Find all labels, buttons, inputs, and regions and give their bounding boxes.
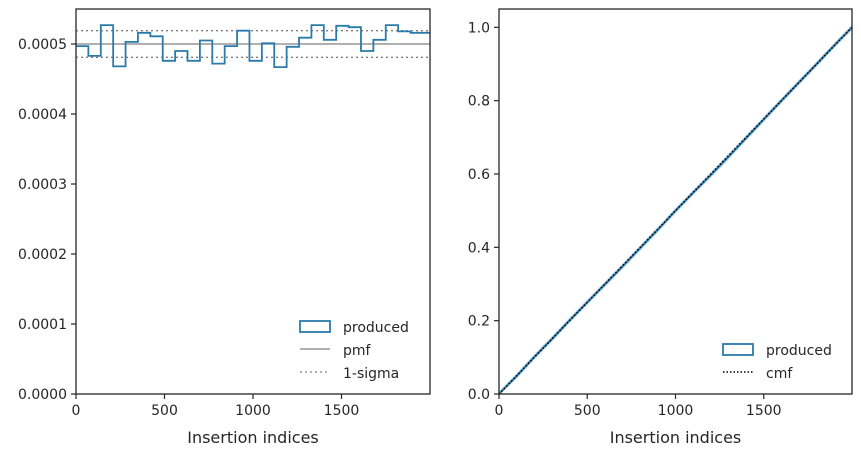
y-tick-label: 0.0005 [18, 37, 67, 53]
x-tick-label: 1000 [658, 403, 694, 419]
pmf-x-axis: 0 500 1000 1500 [72, 394, 360, 419]
histogram-bin [126, 42, 138, 394]
y-tick-label: 0.4 [468, 240, 490, 256]
histogram-bin [262, 43, 274, 394]
legend-1-sigma-label: 1-sigma [343, 366, 399, 382]
histogram-bin [411, 33, 423, 394]
histogram-bin [188, 61, 200, 394]
x-tick-label: 500 [151, 403, 178, 419]
y-tick-label: 0.0000 [18, 387, 67, 403]
y-tick-label: 0.0 [468, 387, 490, 403]
histogram-bin [349, 27, 361, 394]
histogram-bin [88, 56, 100, 394]
histogram-bin [200, 41, 212, 395]
pmf-axes-frame [75, 8, 431, 395]
y-tick-label: 0.2 [468, 314, 490, 330]
cmf-y-axis: 0.0 0.2 0.4 0.6 0.8 1.0 [468, 20, 499, 403]
cmf-axes-frame [498, 8, 853, 395]
cmf-line [498, 26, 853, 395]
x-tick-label: 0 [72, 403, 81, 419]
x-tick-label: 500 [574, 403, 601, 419]
cmf-panel: 0.0 0.2 0.4 0.6 0.8 1.0 0 500 1000 1500 Insertio… [468, 8, 853, 447]
histogram-bin [212, 64, 224, 394]
histogram-bin [138, 33, 150, 394]
histogram-bin [324, 40, 336, 394]
y-tick-label: 1.0 [468, 20, 490, 36]
legend-produced-label: produced [343, 320, 409, 336]
legend-pmf-label: pmf [343, 343, 372, 359]
legend-produced-label: produced [766, 343, 832, 359]
legend-cmf-label: cmf [766, 366, 793, 382]
histogram-bin [423, 33, 430, 394]
cmf-x-axis-label: Insertion indices [610, 428, 742, 447]
y-tick-label: 0.0003 [18, 177, 67, 193]
histogram-bin [175, 51, 187, 394]
x-tick-label: 0 [495, 403, 504, 419]
y-tick-label: 0.0004 [18, 107, 67, 123]
histogram-bin [249, 61, 261, 394]
legend-produced-patch [299, 320, 331, 333]
histogram-bin [311, 25, 323, 394]
histogram-bin [398, 31, 410, 394]
cmf-x-axis: 0 500 1000 1500 [495, 394, 782, 419]
pmf-histogram-panel: 0.0000 0.0001 0.0002 0.0003 0.0004 0.0005 0 50… [18, 8, 431, 447]
histogram-bin [225, 46, 237, 394]
histogram-bin [113, 66, 125, 394]
histogram-bin [150, 36, 162, 394]
histogram-bin [101, 25, 113, 394]
histogram-bin [336, 26, 348, 394]
histogram-bin [274, 67, 286, 394]
produced-histogram-step [76, 24, 430, 68]
x-tick-label: 1500 [746, 403, 782, 419]
cmf-legend: produced cmf [722, 343, 832, 382]
y-tick-label: 0.0002 [18, 247, 67, 263]
x-tick-label: 1000 [235, 403, 271, 419]
pmf-y-axis: 0.0000 0.0001 0.0002 0.0003 0.0004 0.0005 [18, 37, 76, 403]
pmf-legend: produced pmf 1-sigma [299, 320, 409, 382]
histogram-bin [386, 25, 398, 394]
y-tick-label: 0.8 [468, 94, 490, 110]
histogram-bin [76, 46, 88, 394]
histogram-bin [373, 40, 385, 394]
pmf-x-axis-label: Insertion indices [187, 428, 319, 447]
histogram-bin [163, 61, 175, 394]
legend-produced-patch [722, 343, 754, 356]
pmf-plot-area [76, 24, 430, 395]
histogram-bin [287, 47, 299, 394]
y-tick-label: 0.0001 [18, 317, 67, 333]
cmf-plot-area [498, 24, 853, 395]
x-tick-label: 1500 [324, 403, 360, 419]
y-tick-label: 0.6 [468, 167, 490, 183]
histogram-bin [299, 38, 311, 394]
histogram-bin [237, 31, 249, 394]
